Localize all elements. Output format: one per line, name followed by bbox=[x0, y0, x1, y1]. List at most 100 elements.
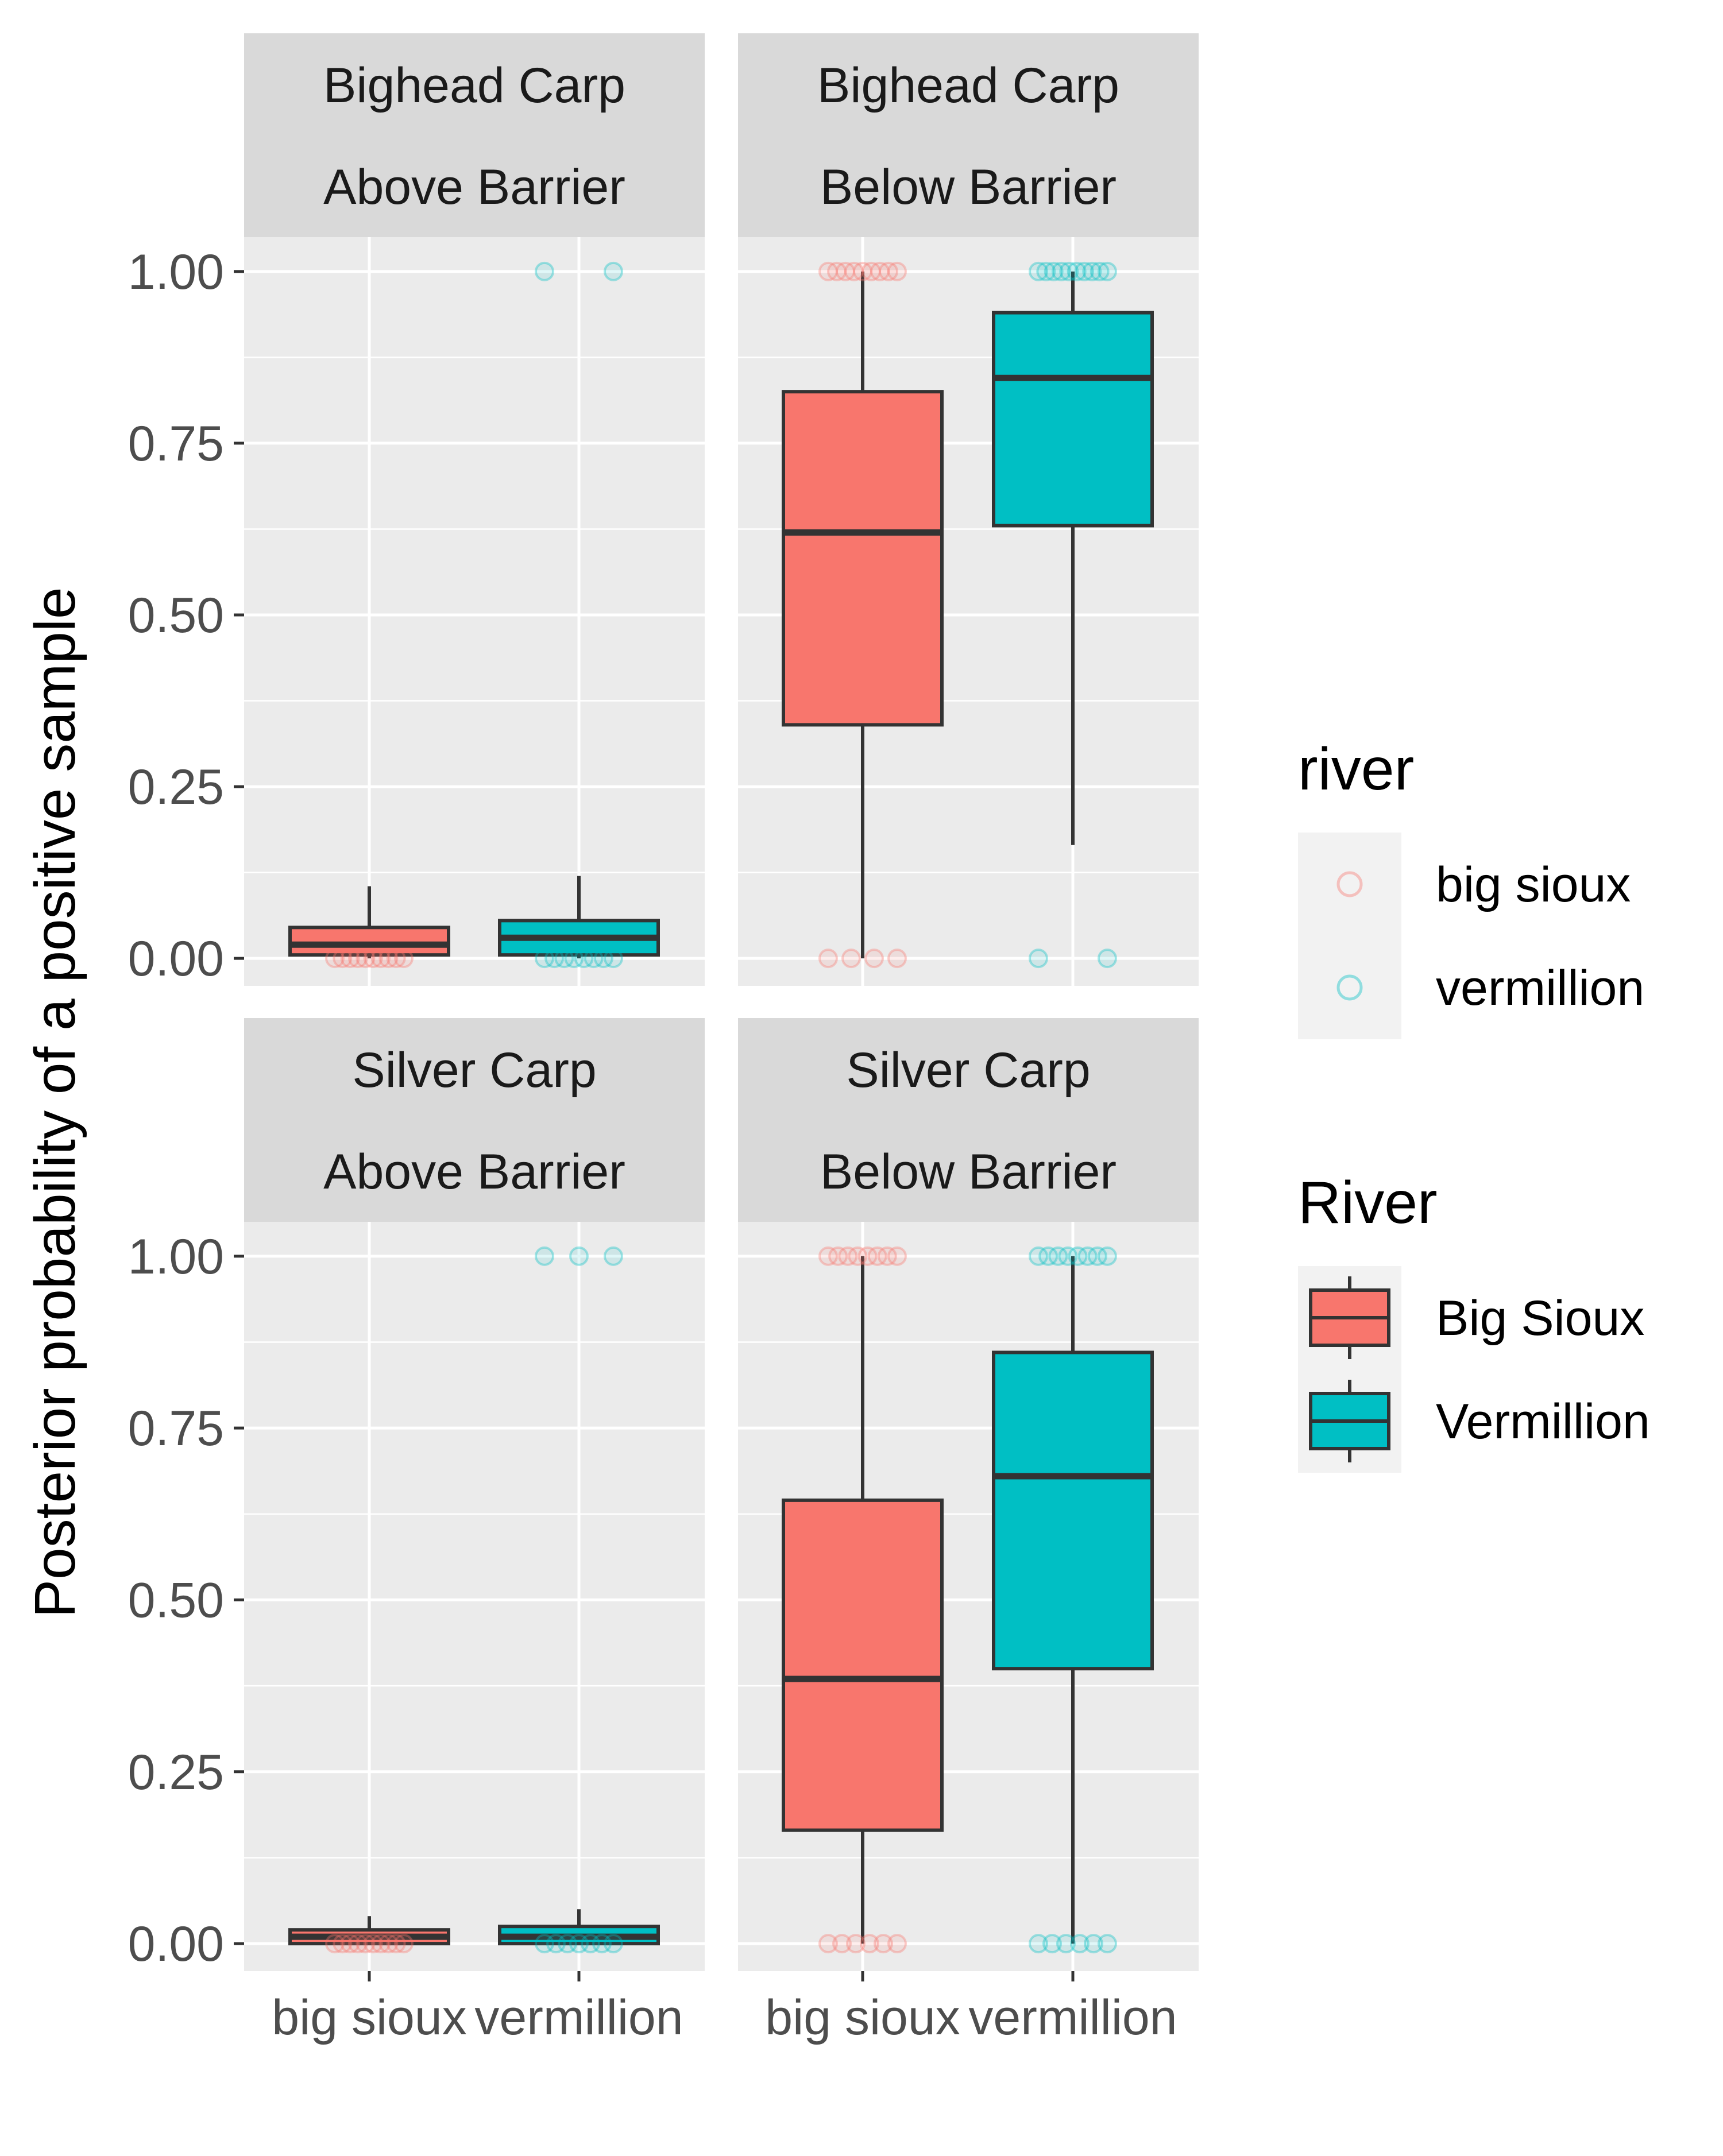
facet-3-x-tick-label: big sioux bbox=[272, 1990, 466, 2045]
facet-4-big-sioux-point bbox=[857, 1246, 878, 1266]
facet-4-x-tick-label: vermillion bbox=[968, 1990, 1177, 2045]
facet-4-big-sioux-point bbox=[838, 1246, 858, 1266]
facet-2-vermillion-point bbox=[1098, 949, 1117, 969]
legend-river-points-key-bg bbox=[1298, 833, 1401, 1039]
facet-4-big-sioux-point bbox=[828, 1246, 848, 1266]
facet-2-vermillion-point bbox=[1059, 261, 1079, 281]
facet-2-vermillion-point bbox=[1044, 261, 1064, 281]
facet-3-strip-species: Silver Carp bbox=[352, 1043, 596, 1098]
facet-2-vermillion-point bbox=[1036, 261, 1056, 281]
facet-2-big-sioux-point bbox=[879, 261, 898, 281]
y-axis-title: Posterior probability of a positive samp… bbox=[23, 587, 87, 1617]
facet-4-vermillion-point bbox=[1070, 1934, 1090, 1954]
legend-box-label-big-sioux: Big Sioux bbox=[1436, 1291, 1644, 1346]
facet-1-vermillion-point bbox=[604, 949, 623, 969]
facet-1-big-sioux-point bbox=[348, 949, 368, 969]
facet-2-vermillion-point bbox=[1052, 261, 1071, 281]
facet-4-big-sioux-box bbox=[782, 1498, 944, 1832]
facet-1-vermillion-point bbox=[604, 261, 623, 281]
facet-3-y-tick-label: 0.25 bbox=[128, 1745, 224, 1800]
facet-1-big-sioux-point bbox=[386, 949, 406, 969]
facet-4-strip bbox=[738, 1018, 1199, 1222]
facet-1-y-tick-label: 0.50 bbox=[128, 588, 224, 643]
facet-4-big-sioux-point bbox=[867, 1246, 887, 1266]
facet-1-vermillion-point bbox=[584, 949, 604, 969]
facet-3-strip bbox=[244, 1018, 705, 1222]
legend-point-key-vermillion bbox=[1336, 974, 1363, 1001]
facet-3-y-tick-label: 1.00 bbox=[128, 1229, 224, 1284]
facet-2-big-sioux-point bbox=[887, 949, 907, 969]
facet-3-vermillion-point bbox=[604, 1934, 623, 1954]
facet-1-y-tick-label: 0.25 bbox=[128, 760, 224, 815]
facet-1-big-sioux-point bbox=[340, 949, 360, 969]
facet-4-vermillion-point bbox=[1077, 1246, 1098, 1266]
facet-1-vermillion-point bbox=[554, 949, 574, 969]
facet-2-big-sioux-point bbox=[818, 949, 838, 969]
facet-3-big-sioux-point bbox=[325, 1934, 345, 1954]
legend-point-label-vermillion: vermillion bbox=[1436, 961, 1644, 1016]
facet-4-vermillion-point bbox=[1042, 1934, 1062, 1954]
facet-1-big-sioux-point bbox=[394, 949, 414, 969]
facet-2-big-sioux-point bbox=[887, 261, 907, 281]
facet-4-vermillion-point bbox=[1068, 1246, 1088, 1266]
facet-3-vermillion-point bbox=[592, 1934, 612, 1954]
facet-2-big-sioux-point bbox=[827, 261, 847, 281]
facet-3-big-sioux-point bbox=[371, 1934, 391, 1954]
facet-4-big-sioux-point bbox=[848, 1246, 868, 1266]
facet-4-vermillion-box bbox=[992, 1350, 1154, 1671]
facet-4-vermillion-point bbox=[1038, 1246, 1058, 1266]
facet-4-vermillion-point bbox=[1029, 1934, 1048, 1954]
facet-3-vermillion-point bbox=[535, 1246, 554, 1266]
facet-3-big-sioux-point bbox=[340, 1934, 360, 1954]
facet-3-x-tick-label: vermillion bbox=[474, 1990, 683, 2045]
facet-1-big-sioux-point bbox=[356, 949, 376, 969]
facet-4-big-sioux-point bbox=[832, 1934, 852, 1954]
facet-1-big-sioux-point bbox=[333, 949, 353, 969]
facet-4-big-sioux-point bbox=[818, 1934, 838, 1954]
facet-3-y-tick-label: 0.75 bbox=[128, 1401, 224, 1456]
facet-1-vermillion-point bbox=[535, 949, 554, 969]
facet-4-big-sioux-point bbox=[846, 1934, 866, 1954]
facet-3-vermillion-point bbox=[546, 1934, 566, 1954]
facet-4-x-tick-label: big sioux bbox=[765, 1990, 960, 2045]
facet-2-big-sioux-point bbox=[841, 949, 861, 969]
facet-4-big-sioux-point bbox=[887, 1246, 907, 1266]
facet-3-big-sioux-point bbox=[378, 1934, 399, 1954]
legend-river-boxes-title: River bbox=[1298, 1170, 1438, 1236]
facet-1-vermillion-point bbox=[544, 949, 565, 969]
facet-2-big-sioux-box bbox=[782, 390, 944, 727]
facet-1-big-sioux-point bbox=[363, 949, 383, 969]
facet-3-big-sioux-point bbox=[333, 1934, 353, 1954]
facet-4-vermillion-point bbox=[1029, 1246, 1048, 1266]
facet-3-big-sioux-point bbox=[394, 1934, 414, 1954]
facet-1-strip bbox=[244, 33, 705, 237]
facet-4-vermillion-point bbox=[1098, 1246, 1117, 1266]
facet-1-strip-species: Bighead Carp bbox=[323, 58, 625, 113]
facet-4-big-sioux-point bbox=[818, 1246, 838, 1266]
facet-1-y-tick-label: 1.00 bbox=[128, 245, 224, 300]
facet-1-big-sioux-box bbox=[288, 926, 450, 957]
facet-4-vermillion-point bbox=[1058, 1246, 1078, 1266]
facet-2-vermillion-point bbox=[1090, 261, 1110, 281]
facet-3-big-sioux-point bbox=[348, 1934, 368, 1954]
facet-4-strip-location: Below Barrier bbox=[820, 1144, 1117, 1199]
facet-3-vermillion-point bbox=[569, 1246, 589, 1266]
facet-3-vermillion-point bbox=[558, 1934, 577, 1954]
facet-1-vermillion-point bbox=[535, 261, 554, 281]
facet-3-big-sioux-point bbox=[356, 1934, 376, 1954]
facet-2-big-sioux-point bbox=[818, 261, 838, 281]
facet-1-panel bbox=[244, 237, 705, 986]
facet-2-big-sioux-point bbox=[864, 949, 884, 969]
facet-4-strip-species: Silver Carp bbox=[846, 1043, 1090, 1098]
legend-point-label-big-sioux: big sioux bbox=[1436, 857, 1631, 912]
facet-2-vermillion-point bbox=[1075, 261, 1094, 281]
facet-4-big-sioux-point bbox=[877, 1246, 897, 1266]
facet-1-strip-location: Above Barrier bbox=[323, 160, 625, 215]
facet-2-strip-species: Bighead Carp bbox=[817, 58, 1119, 113]
facet-3-panel bbox=[244, 1222, 705, 1971]
facet-4-vermillion-point bbox=[1084, 1934, 1103, 1954]
facet-1-vermillion-point bbox=[564, 949, 584, 969]
facet-3-y-tick-label: 0.50 bbox=[128, 1573, 224, 1628]
facet-2-big-sioux-point bbox=[836, 261, 855, 281]
